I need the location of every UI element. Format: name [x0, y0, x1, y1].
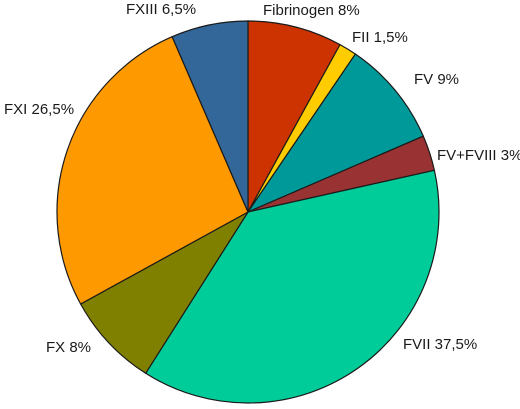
pie-slice-fibrinogen	[247, 20, 341, 213]
slice-label-fxiii: FXIII 6,5%	[126, 1, 196, 18]
slice-label-fii: FII 1,5%	[352, 29, 408, 46]
pie-slice-fx	[79, 211, 249, 375]
slice-label-fvii: FVII 37,5%	[403, 336, 477, 353]
pie-slice-fvii	[144, 169, 440, 404]
pie-labels: Fibrinogen 8% FII 1,5% FV 9% FV+FVIII 3% FVI…	[4, 1, 520, 356]
slice-label-fxi: FXI 26,5%	[4, 101, 74, 118]
slice-label-fv-fviii: FV+FVIII 3%	[437, 147, 520, 164]
pie-slice-fxi	[56, 35, 249, 305]
pie-slice-fv	[246, 53, 425, 214]
slice-label-fibrinogen: Fibrinogen 8%	[263, 2, 360, 19]
slice-label-fv: FV 9%	[414, 71, 459, 88]
pie-slice-fxiii	[171, 20, 249, 213]
slice-label-fx: FX 8%	[46, 339, 91, 356]
pie-slices	[56, 20, 440, 404]
